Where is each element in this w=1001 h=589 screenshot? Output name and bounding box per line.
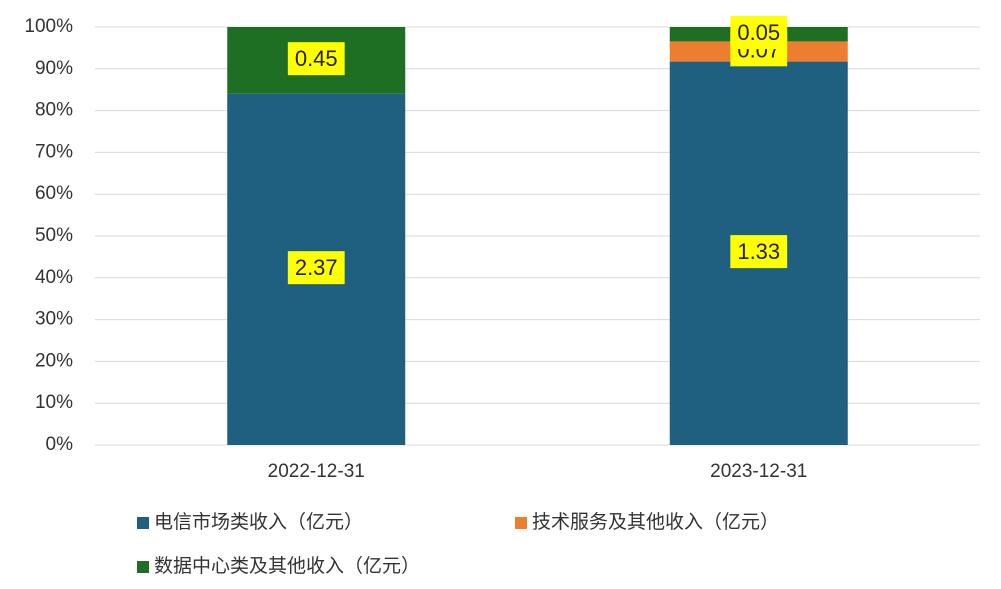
legend-label: 电信市场类收入（亿元） [154,511,363,533]
y-tick-label: 10% [35,392,73,413]
y-tick-label: 90% [35,58,73,79]
legend-swatch [137,561,149,573]
data-label-group: 2.37 [287,251,345,285]
data-label-bg [730,235,788,269]
data-label: 0.45 [295,46,338,71]
data-label-group: 1.33 [730,235,788,269]
y-tick-label: 0% [46,434,74,455]
data-label-bg [287,42,345,76]
y-tick-label: 70% [35,141,73,162]
y-tick-label: 40% [35,267,73,288]
y-tick-label: 60% [35,183,73,204]
y-tick-label: 50% [35,225,73,246]
y-tick-label: 30% [35,309,73,330]
data-label-group: 0.45 [287,42,345,76]
y-tick-label: 80% [35,100,73,121]
data-label: 2.37 [295,255,338,280]
legend-label: 技术服务及其他收入（亿元） [532,511,779,533]
legend-label: 数据中心类及其他收入（亿元） [154,555,420,577]
data-label: 0.05 [737,20,780,45]
legend-swatch [515,517,527,529]
x-tick-label: 2023-12-31 [710,461,807,482]
y-tick-label: 20% [35,350,73,371]
data-label-group: 0.05 [730,16,788,50]
y-tick-label: 100% [24,16,73,37]
data-label: 1.33 [737,239,780,264]
data-label-bg [287,251,345,285]
legend-swatch [137,517,149,529]
data-label-bg [730,16,788,50]
x-tick-label: 2022-12-31 [268,461,365,482]
